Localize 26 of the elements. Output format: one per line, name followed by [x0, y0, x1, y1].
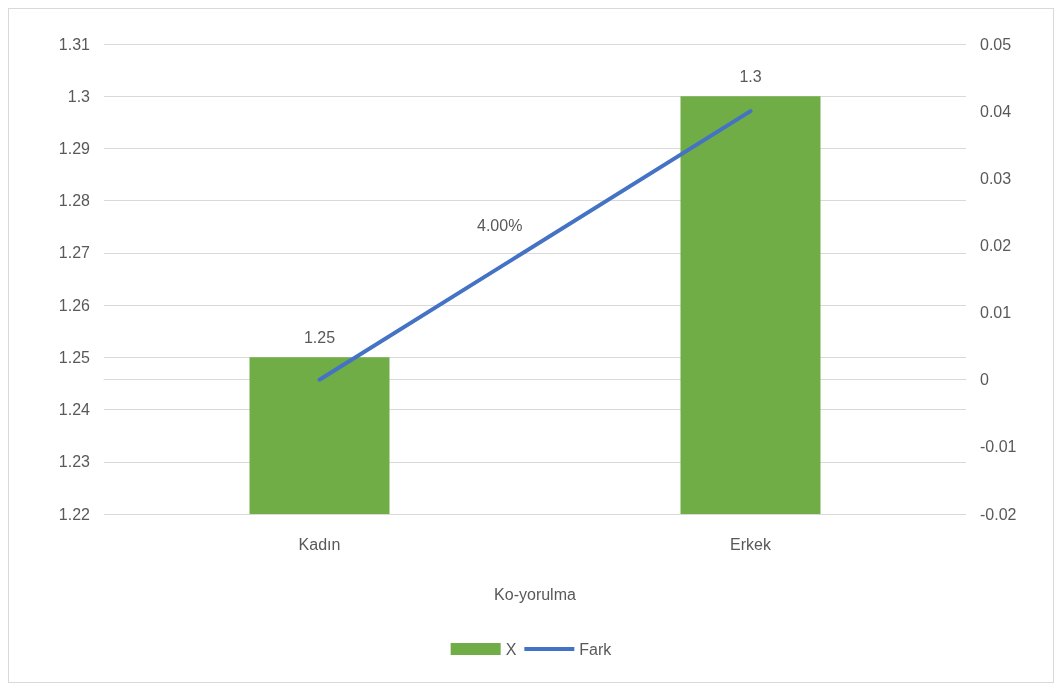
y-tick-label: 1.29 [58, 139, 91, 157]
data-label: 1.3 [739, 67, 762, 85]
y-tick-label: 1.3 [67, 87, 91, 105]
x-tick-label: Erkek [730, 535, 772, 553]
y2-tick-label: 0.05 [980, 35, 1012, 53]
y-tick-label: 1.24 [58, 401, 91, 419]
x-axis-title: Ko-yorulma [494, 585, 576, 603]
annotation: 4.00% [477, 216, 523, 234]
legend-label: Fark [579, 640, 613, 658]
y2-tick-label: 0.04 [980, 102, 1012, 120]
x-tick-label: Kadın [298, 535, 341, 553]
y2-tick-label: 0.03 [980, 169, 1012, 187]
y-tick-label: 1.28 [58, 192, 91, 210]
y-tick-label: 1.31 [58, 35, 91, 53]
y-tick-label: 1.26 [58, 296, 91, 314]
y2-tick-label: 0.01 [980, 304, 1012, 322]
legend-label: X [505, 640, 517, 658]
y-tick-label: 1.27 [58, 244, 91, 262]
y-tick-label: 1.25 [58, 348, 91, 366]
y2-tick-label: -0.02 [980, 505, 1017, 523]
y-tick-label: 1.22 [58, 505, 91, 523]
y-tick-label: 1.23 [58, 453, 91, 471]
y2-tick-label: 0.02 [980, 236, 1012, 254]
y2-tick-label: 0 [980, 371, 989, 389]
data-label: 1.25 [303, 328, 336, 346]
y2-tick-label: -0.01 [980, 438, 1017, 456]
